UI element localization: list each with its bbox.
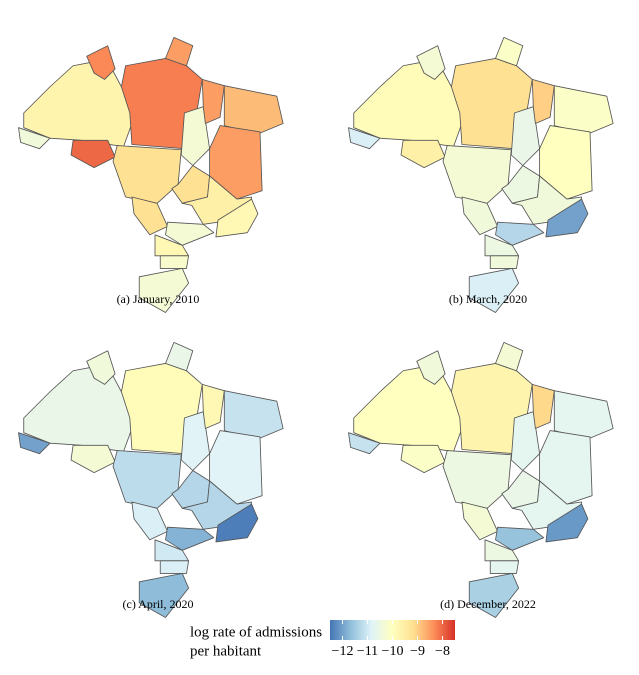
colorbar-tick-label: −10 [382, 644, 404, 659]
state-region [553, 85, 614, 135]
state-region [442, 450, 512, 509]
map-panel [18, 36, 284, 313]
state-region [468, 572, 520, 618]
state-region [531, 383, 555, 429]
state-region [165, 341, 194, 372]
state-region [461, 501, 499, 541]
state-region [461, 196, 499, 236]
state-region [138, 572, 190, 618]
state-region [159, 255, 190, 269]
state-region [489, 560, 520, 574]
state-region [223, 85, 284, 135]
state-region [531, 78, 555, 124]
state-region [138, 267, 190, 313]
state-region [201, 78, 225, 124]
state-region [545, 503, 589, 543]
state-region [165, 526, 215, 551]
map-panel [18, 341, 284, 618]
state-region [495, 221, 545, 246]
panel-caption: (b) March, 2020 [449, 292, 527, 306]
state-region [131, 196, 169, 236]
legend-title: log rate of admissions [190, 624, 322, 640]
state-region [18, 127, 51, 150]
state-region [400, 444, 446, 474]
state-region [165, 221, 215, 246]
panel-caption: (c) April, 2020 [123, 597, 194, 611]
state-region [215, 198, 259, 238]
state-region [353, 62, 463, 148]
colorbar-tick-label: −12 [332, 644, 354, 659]
state-region [468, 267, 520, 313]
state-region [180, 411, 211, 471]
state-region [18, 432, 51, 455]
state-region [201, 383, 225, 429]
state-region [553, 390, 614, 440]
panel-caption: (a) January, 2010 [117, 292, 200, 306]
state-region [112, 145, 182, 204]
state-region [442, 145, 512, 204]
map-panel [348, 341, 614, 618]
state-region [495, 526, 545, 551]
state-region [215, 503, 259, 543]
state-region [86, 350, 116, 385]
panel-caption: (d) December, 2022 [440, 597, 536, 611]
state-region [489, 255, 520, 269]
legend-title: per habitant [190, 643, 262, 659]
state-region [23, 62, 133, 148]
state-region [70, 139, 116, 169]
state-region [23, 367, 133, 453]
colorbar-tick-label: −11 [357, 644, 378, 659]
state-region [353, 367, 463, 453]
map-panel [348, 36, 614, 313]
state-region [70, 444, 116, 474]
state-region [545, 198, 589, 238]
state-region [495, 341, 524, 372]
state-region [112, 450, 182, 509]
colorbar [330, 620, 455, 640]
state-region [495, 36, 524, 67]
state-region [348, 432, 381, 455]
state-region [165, 36, 194, 67]
state-region [159, 560, 190, 574]
state-region [400, 139, 446, 169]
state-region [223, 390, 284, 440]
state-region [86, 45, 116, 80]
state-region [131, 501, 169, 541]
state-region [348, 127, 381, 150]
state-region [510, 106, 541, 166]
state-region [416, 350, 446, 385]
state-region [510, 411, 541, 471]
colorbar-tick-label: −8 [435, 644, 450, 659]
colorbar-tick-label: −9 [410, 644, 425, 659]
state-region [416, 45, 446, 80]
state-region [180, 106, 211, 166]
